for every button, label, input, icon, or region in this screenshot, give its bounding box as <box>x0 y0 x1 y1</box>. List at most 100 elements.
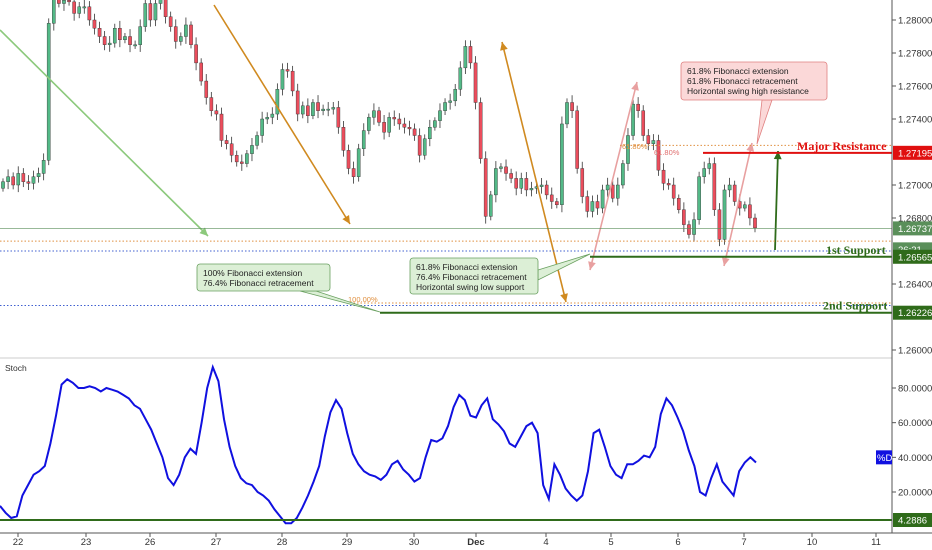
candle <box>382 115 386 140</box>
candle-body <box>407 127 412 130</box>
candle-body <box>524 178 529 191</box>
candle <box>707 157 712 175</box>
time-axis[interactable]: 22 23 26 27 28 29 30 Dec 4 5 6 7 10 11 <box>0 532 932 548</box>
candle-body <box>580 168 585 197</box>
candle-body <box>250 145 254 154</box>
annotation-box <box>680 61 828 101</box>
candle <box>539 177 544 194</box>
candle-body <box>179 36 183 42</box>
arrow-head <box>773 151 782 160</box>
time-tick-label: Dec <box>467 537 484 548</box>
candle <box>732 180 737 206</box>
candle <box>407 120 412 136</box>
candle <box>372 103 376 125</box>
candle-body <box>621 163 625 186</box>
candle-body <box>275 89 280 115</box>
candle-body <box>245 153 249 164</box>
candle-body <box>300 105 305 115</box>
arrow-shaft <box>723 142 753 267</box>
annotation-line: Horizontal swing low support <box>416 282 525 292</box>
candle-body <box>636 103 640 111</box>
candle-body <box>255 135 259 146</box>
time-tick-label: 26 <box>145 537 156 548</box>
trend-arrow <box>721 142 755 267</box>
candle <box>214 104 219 121</box>
candle-body <box>26 181 31 184</box>
candle-body <box>229 143 234 156</box>
candle <box>478 97 483 164</box>
candle-body <box>422 138 427 156</box>
arrow-head <box>342 215 350 224</box>
candle <box>555 197 559 209</box>
candle <box>219 107 224 147</box>
annotation-line: 61.8% Fibonacci retracement <box>687 76 798 86</box>
time-tick-label: 10 <box>807 537 818 548</box>
candle-body <box>133 44 137 47</box>
candle <box>290 65 295 97</box>
candle <box>600 184 605 214</box>
annotation-line: Horizontal swing high resistance <box>687 86 809 96</box>
candle <box>392 110 397 126</box>
candle-body <box>549 194 554 202</box>
price-pane[interactable]: Major Resistance 1st Support 2nd Support 6… <box>0 0 892 357</box>
candle <box>697 171 701 225</box>
stochastic-pane[interactable]: Stoch <box>0 363 892 525</box>
candle <box>179 32 183 46</box>
candle <box>641 105 646 142</box>
price-tag-first: 1.26565 <box>893 249 932 264</box>
price-axis[interactable]: 1.28000 1.27800 1.27600 1.27400 1.27000 1.268… <box>876 0 932 533</box>
price-tick-label: 1.28000 <box>898 16 932 27</box>
candle-body <box>36 173 41 177</box>
candle-body <box>514 178 518 189</box>
candle <box>102 31 107 51</box>
candle-body <box>194 44 198 64</box>
candle <box>26 175 31 190</box>
stochastic-series <box>0 364 892 525</box>
price-tag-text: 1.27195 <box>898 148 932 159</box>
candle-body <box>112 28 117 44</box>
candle <box>82 0 87 14</box>
candle-body <box>31 176 36 184</box>
candle <box>173 19 178 49</box>
arrow-head <box>500 42 508 51</box>
price-tag-second: 1.26226 <box>893 305 932 320</box>
trend-arrow <box>500 41 568 303</box>
price-tick-label: 1.27600 <box>898 82 932 93</box>
candle-body <box>529 188 534 191</box>
candle <box>316 95 320 119</box>
candle <box>722 184 727 245</box>
candle <box>590 195 595 218</box>
candle <box>143 0 148 32</box>
price-tick-label: 1.27400 <box>898 115 932 126</box>
candle <box>209 91 214 117</box>
candle <box>153 0 158 27</box>
candle-body <box>67 0 71 3</box>
price-tag-text: 1.26737 <box>898 224 932 235</box>
candle <box>62 0 66 11</box>
candle-body <box>626 135 630 164</box>
candle <box>321 104 325 116</box>
candle-body <box>295 90 300 115</box>
candle <box>702 161 706 184</box>
candle <box>682 202 686 233</box>
candle <box>575 105 579 174</box>
candle <box>11 172 15 190</box>
candle-body <box>11 176 15 186</box>
candle <box>367 113 371 135</box>
candle-body <box>697 176 701 220</box>
candle <box>16 166 21 193</box>
candle-body <box>209 97 214 111</box>
level-label-first: 1st Support <box>826 243 886 257</box>
candle-body <box>1 181 5 189</box>
candle-body <box>163 0 168 17</box>
price-tag-bg <box>893 305 932 320</box>
candle <box>1 178 5 192</box>
candle <box>661 163 666 191</box>
candle-body <box>682 209 686 225</box>
time-axis-ticks: 22 23 26 27 28 29 30 Dec 4 5 6 7 10 11 <box>13 533 881 548</box>
candle <box>570 95 574 118</box>
candle-body <box>16 173 21 186</box>
candle-body <box>204 80 209 98</box>
arrow-shaft <box>213 4 351 225</box>
